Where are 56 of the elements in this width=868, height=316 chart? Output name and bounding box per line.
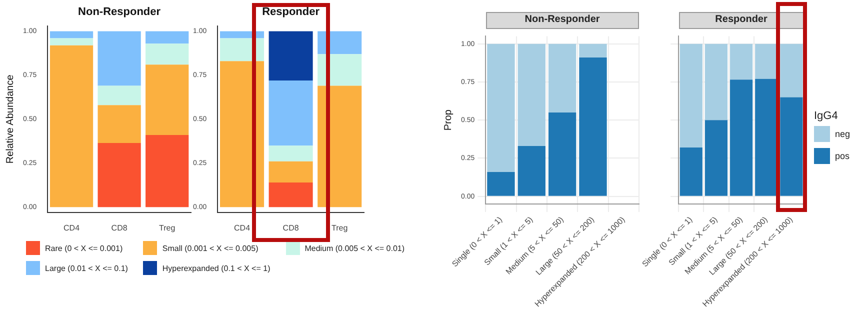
y-axis-title: Prop <box>442 109 454 131</box>
bar <box>146 31 189 44</box>
bar <box>548 44 576 112</box>
bar <box>98 31 141 86</box>
bar <box>146 44 189 65</box>
legend-label: Rare (0 < X <= 0.001) <box>45 244 123 252</box>
x-tick-label: Treg <box>332 223 348 232</box>
bar <box>50 38 94 46</box>
bar <box>755 44 778 79</box>
bar <box>318 86 362 208</box>
x-tick-label: Treg <box>159 223 176 232</box>
chart-title: Non-Responder <box>77 6 162 18</box>
bar <box>146 135 189 208</box>
bar <box>98 86 141 106</box>
bar <box>579 58 607 196</box>
bar <box>268 80 313 146</box>
legend-label: Large (0.01 < X <= 0.1) <box>45 264 128 272</box>
legend-label: Small (0.001 < X <= 0.005) <box>162 244 258 252</box>
bar <box>268 182 313 208</box>
x-tick-label: CD8 <box>282 223 300 232</box>
bar <box>680 148 702 196</box>
bar <box>50 31 94 38</box>
bar <box>730 80 753 196</box>
bar <box>704 120 728 196</box>
legend-label: pos <box>835 151 850 161</box>
bar <box>98 142 141 208</box>
legend-title: IgG4 <box>814 110 839 122</box>
legend-label: Hyperexpanded (0.1 < X <= 1) <box>162 264 270 272</box>
chart-title: Responder <box>678 12 804 29</box>
legend-label: neg <box>835 129 850 139</box>
bar <box>268 161 313 183</box>
bar <box>487 44 515 172</box>
bar <box>518 44 546 146</box>
bar <box>730 44 753 80</box>
legend-label: Medium (0.005 < X <= 0.01) <box>304 244 405 252</box>
bar <box>487 172 515 196</box>
bar <box>50 45 94 208</box>
chart-title: Responder <box>261 6 321 18</box>
bar <box>518 146 546 196</box>
bar <box>146 64 189 136</box>
y-axis-title: Relative Abundance <box>4 74 16 164</box>
bar <box>579 44 607 58</box>
bar <box>98 105 141 143</box>
bar <box>780 97 803 196</box>
bar <box>268 146 313 162</box>
bar <box>220 31 264 38</box>
bar <box>680 44 702 148</box>
bar <box>268 31 313 81</box>
bar <box>704 44 728 120</box>
x-tick-label: CD8 <box>111 223 128 232</box>
x-tick-label: CD4 <box>234 223 251 232</box>
bar <box>780 44 803 98</box>
bar <box>318 54 362 86</box>
chart-title: Non-Responder <box>486 12 639 29</box>
x-tick-label: CD4 <box>64 223 80 232</box>
bar <box>548 112 576 196</box>
